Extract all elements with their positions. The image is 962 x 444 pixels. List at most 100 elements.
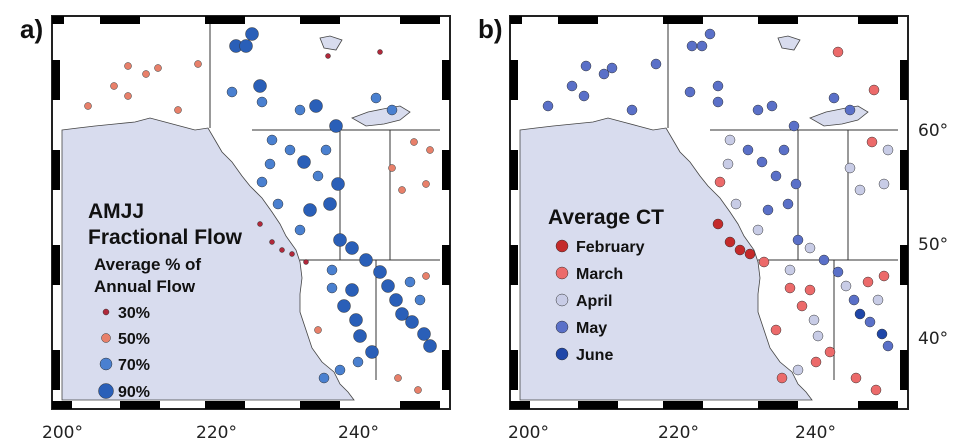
station-marker	[422, 180, 430, 188]
station-marker	[770, 324, 782, 336]
station-marker	[345, 283, 359, 297]
panel-b-legend: Average CT February March April May June	[548, 206, 664, 364]
station-marker	[566, 80, 578, 92]
station-marker	[742, 144, 754, 156]
station-marker	[256, 96, 268, 108]
station-marker	[381, 279, 395, 293]
station-marker	[389, 293, 403, 307]
station-marker	[352, 356, 364, 368]
station-marker	[854, 308, 866, 320]
station-marker	[326, 282, 338, 294]
station-marker	[326, 264, 338, 276]
lon-tick-label: 200°	[508, 423, 549, 443]
station-marker	[882, 144, 894, 156]
station-marker	[684, 86, 696, 98]
station-marker	[714, 176, 726, 188]
legend-swatch	[98, 383, 114, 399]
station-marker	[294, 224, 306, 236]
station-marker	[776, 372, 788, 384]
station-marker	[796, 300, 808, 312]
ocean	[519, 117, 813, 401]
panel-a-label: a)	[20, 14, 43, 44]
legend-swatch	[101, 333, 111, 343]
station-marker	[174, 106, 182, 114]
station-marker	[766, 100, 778, 112]
station-marker	[422, 272, 430, 280]
station-marker	[704, 28, 716, 40]
station-marker	[804, 242, 816, 254]
lon-tick-label: 240°	[338, 423, 379, 443]
station-marker	[279, 247, 285, 253]
station-marker	[782, 198, 794, 210]
station-marker	[696, 40, 708, 52]
station-marker	[414, 386, 422, 394]
station-marker	[257, 221, 263, 227]
frame-ticks	[510, 16, 908, 409]
station-marker	[808, 314, 820, 326]
legend-item-label: 90%	[118, 384, 150, 401]
station-marker	[854, 184, 866, 196]
station-marker	[844, 162, 856, 174]
legend-subtitle-line: Annual Flow	[94, 277, 196, 296]
station-marker	[253, 79, 267, 93]
station-marker	[792, 234, 804, 246]
station-marker	[790, 178, 802, 190]
ocean	[61, 117, 355, 401]
station-markers	[84, 27, 437, 394]
lon-tick-label: 220°	[196, 423, 237, 443]
station-marker	[398, 186, 406, 194]
station-marker	[778, 144, 790, 156]
station-marker	[426, 146, 434, 154]
station-marker	[812, 330, 824, 342]
panel-b-axes: 200° 220° 240° 60° 50° 40°	[508, 121, 948, 443]
station-marker	[318, 372, 330, 384]
legend-item-label: June	[576, 347, 613, 364]
station-marker	[359, 253, 373, 267]
station-marker	[818, 254, 830, 266]
station-marker	[744, 248, 756, 260]
station-marker	[606, 62, 618, 74]
lon-tick-label: 240°	[795, 423, 836, 443]
station-marker	[309, 99, 323, 113]
station-marker	[824, 346, 836, 358]
station-marker	[386, 104, 398, 116]
station-marker	[294, 104, 306, 116]
panel-b-label: b)	[478, 14, 503, 44]
station-markers	[542, 28, 894, 396]
station-marker	[331, 177, 345, 191]
station-marker	[239, 39, 253, 53]
station-marker	[325, 53, 331, 59]
station-marker	[722, 158, 734, 170]
station-marker	[626, 104, 638, 116]
station-marker	[269, 239, 275, 245]
panel-b-map	[509, 15, 909, 410]
legend-item-label: April	[576, 293, 612, 310]
legend-item-label: March	[576, 266, 623, 283]
station-marker	[395, 307, 409, 321]
station-marker	[828, 92, 840, 104]
station-marker	[870, 384, 882, 396]
station-marker	[752, 224, 764, 236]
station-marker	[303, 203, 317, 217]
legend-item-label: 30%	[118, 305, 150, 322]
station-marker	[353, 329, 367, 343]
station-marker	[872, 294, 884, 306]
station-marker	[194, 60, 202, 68]
legend-swatch	[555, 293, 569, 307]
station-marker	[329, 119, 343, 133]
station-marker	[373, 265, 387, 279]
station-marker	[284, 144, 296, 156]
legend-item-label: 50%	[118, 331, 150, 348]
station-marker	[405, 315, 419, 329]
legend-swatch	[555, 239, 569, 253]
station-marker	[792, 364, 804, 376]
station-marker	[882, 340, 894, 352]
station-marker	[245, 27, 259, 41]
station-marker	[686, 40, 698, 52]
station-marker	[712, 80, 724, 92]
station-marker	[84, 102, 92, 110]
legend-item-label: May	[576, 320, 607, 337]
station-marker	[154, 64, 162, 72]
lake	[777, 35, 801, 51]
station-marker	[864, 316, 876, 328]
